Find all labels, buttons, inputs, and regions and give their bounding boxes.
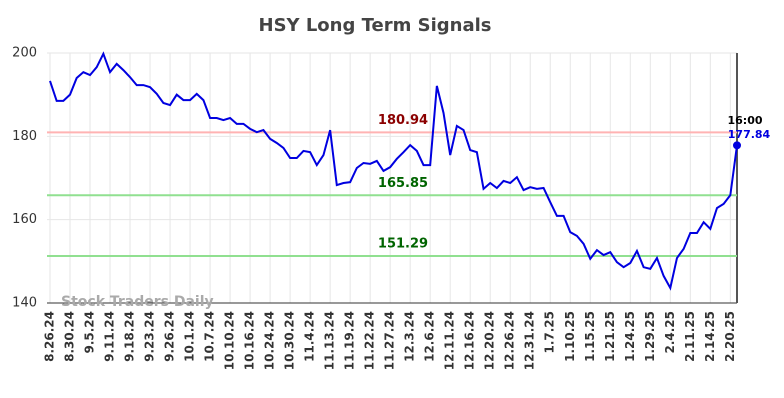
x-tick-label: 1.15.25 bbox=[583, 311, 597, 362]
x-tick-label: 9.11.24 bbox=[103, 311, 117, 362]
level-label: 151.29 bbox=[378, 236, 428, 251]
x-tick-label: 12.11.24 bbox=[443, 311, 457, 370]
x-tick-label: 8.30.24 bbox=[63, 311, 77, 362]
x-tick-label: 12.16.24 bbox=[463, 311, 477, 370]
x-tick-label: 2.4.25 bbox=[663, 311, 677, 354]
x-tick-label: 10.10.24 bbox=[223, 311, 237, 370]
y-tick-label: 140 bbox=[12, 296, 37, 311]
x-tick-label: 10.30.24 bbox=[283, 311, 297, 370]
x-tick-label: 12.26.24 bbox=[503, 311, 517, 370]
x-tick-label: 2.20.25 bbox=[723, 311, 737, 362]
level-label: 180.94 bbox=[378, 113, 428, 128]
y-tick-label: 200 bbox=[12, 46, 37, 61]
y-tick-label: 160 bbox=[12, 212, 37, 227]
last-point bbox=[733, 141, 741, 150]
x-tick-label: 10.1.24 bbox=[183, 311, 197, 362]
x-tick-label: 1.7.25 bbox=[543, 311, 557, 354]
last-time: 16:00 bbox=[727, 114, 762, 127]
last-value: 177.84 bbox=[728, 128, 771, 141]
x-tick-label: 1.24.25 bbox=[623, 311, 637, 362]
x-tick-label: 9.18.24 bbox=[123, 311, 137, 362]
x-tick-label: 9.23.24 bbox=[143, 311, 157, 362]
x-tick-label: 8.26.24 bbox=[43, 311, 57, 362]
x-tick-label: 10.16.24 bbox=[243, 311, 257, 370]
x-tick-label: 11.19.24 bbox=[343, 311, 357, 370]
x-tick-label: 12.31.24 bbox=[523, 311, 537, 370]
x-tick-label: 12.6.24 bbox=[423, 311, 437, 362]
x-tick-label: 1.10.25 bbox=[563, 311, 577, 362]
y-tick-label: 180 bbox=[12, 129, 37, 144]
chart-title: HSY Long Term Signals bbox=[259, 15, 492, 36]
price-line bbox=[49, 51, 738, 291]
x-tick-label: 2.11.25 bbox=[683, 311, 697, 362]
x-tick-label: 1.21.25 bbox=[603, 311, 617, 362]
level-label: 165.85 bbox=[378, 176, 428, 191]
x-tick-label: 9.5.24 bbox=[83, 311, 97, 354]
x-tick-label: 11.13.24 bbox=[323, 311, 337, 370]
x-tick-label: 12.3.24 bbox=[403, 311, 417, 362]
x-tick-label: 9.26.24 bbox=[163, 311, 177, 362]
x-tick-label: 2.14.25 bbox=[703, 311, 717, 362]
x-tick-label: 12.20.24 bbox=[483, 311, 497, 370]
x-tick-label: 1.29.25 bbox=[643, 311, 657, 362]
x-tick-label: 10.24.24 bbox=[263, 311, 277, 370]
x-tick-label: 11.27.24 bbox=[383, 311, 397, 370]
x-tick-label: 10.7.24 bbox=[203, 311, 217, 362]
x-tick-label: 11.22.24 bbox=[363, 311, 377, 370]
watermark: Stock Traders Daily bbox=[61, 294, 214, 310]
x-tick-label: 11.4.24 bbox=[303, 311, 317, 362]
